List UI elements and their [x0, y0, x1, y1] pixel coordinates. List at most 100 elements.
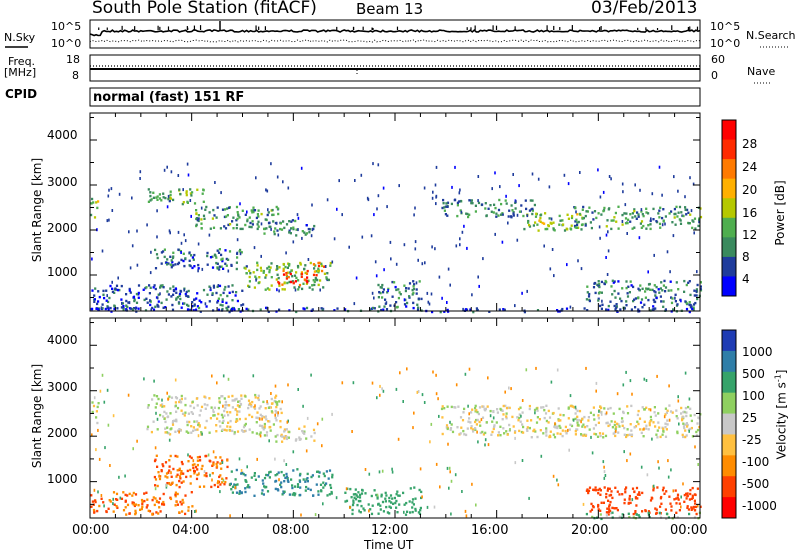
power-cell: [256, 261, 259, 264]
velocity-cell: [505, 406, 509, 410]
velocity-cell: [657, 421, 660, 424]
power-cell: [285, 273, 288, 276]
velocity-cell: [687, 405, 690, 409]
velocity-speckle: [376, 396, 378, 400]
power-cell: [525, 207, 528, 211]
velocity-cell: [603, 486, 606, 489]
velocity-cell: [574, 417, 577, 421]
power-cell: [105, 289, 108, 292]
velocity-cell: [600, 517, 603, 521]
power-speckle: [255, 278, 257, 282]
power-cell: [382, 288, 385, 291]
velocity-cell: [160, 469, 163, 473]
velocity-cell: [389, 494, 393, 497]
velocity-cell: [583, 433, 586, 436]
velocity-cell: [648, 421, 651, 425]
velocity-cell: [481, 416, 485, 419]
power-cell: [206, 263, 209, 266]
power-cell: [199, 310, 202, 313]
power-cell: [212, 284, 215, 287]
power-cell: [314, 276, 317, 280]
velocity-cell: [359, 493, 362, 497]
velocity-cell: [292, 469, 295, 472]
power-speckle: [101, 249, 104, 253]
velocity-cell: [281, 493, 284, 496]
velocity-cell: [268, 476, 271, 479]
velocity-cell: [296, 483, 300, 486]
power-cell: [298, 283, 302, 287]
velocity-cell: [462, 411, 465, 414]
velocity-speckle: [622, 383, 625, 387]
power-cell: [225, 301, 228, 305]
power-cell: [175, 291, 178, 294]
velocity-cell: [139, 508, 142, 511]
velocity-cell: [388, 496, 391, 500]
velocity-speckle: [198, 472, 200, 476]
power-cell: [231, 290, 234, 294]
velocity-cell: [175, 483, 178, 487]
velocity-cell: [248, 402, 252, 405]
velocity-cell: [303, 425, 306, 428]
power-cell: [580, 228, 583, 231]
velocity-cell: [154, 484, 157, 487]
velocity-cell: [561, 434, 564, 438]
velocity-cell: [533, 408, 537, 412]
power-cell: [257, 220, 260, 223]
power-cell: [242, 303, 245, 306]
power-cell: [191, 266, 194, 270]
power-cell: [613, 289, 616, 293]
power-cell: [317, 271, 320, 274]
velocity-cell: [441, 432, 444, 436]
power-cell: [91, 197, 94, 201]
velocity-cell: [596, 435, 600, 438]
power-cell: [148, 292, 151, 295]
velocity-speckle: [112, 502, 114, 506]
power-cell: [284, 265, 287, 269]
power-cell: [216, 299, 220, 303]
power-cell: [289, 280, 293, 284]
power-cell: [204, 208, 207, 211]
power-cell: [269, 225, 272, 229]
velocity-cell: [290, 478, 293, 481]
velocity-speckle: [335, 496, 338, 500]
velocity-cell: [235, 397, 238, 401]
power-cell: [180, 258, 183, 262]
velocity-cell: [244, 429, 247, 433]
velocity-cell: [408, 500, 411, 503]
velocity-cell: [573, 406, 576, 409]
power-cell: [317, 264, 321, 268]
velocity-cell: [699, 505, 702, 508]
velocity-cell: [141, 500, 144, 503]
velocity-cell: [458, 433, 461, 436]
velocity-cell: [475, 418, 478, 422]
power-cell: [505, 202, 508, 205]
velocity-speckle: [668, 418, 671, 422]
velocity-cell: [482, 433, 485, 436]
power-cell: [120, 284, 123, 288]
power-speckle: [458, 191, 461, 195]
velocity-speckle: [268, 471, 270, 475]
velocity-cell: [665, 490, 668, 493]
velocity-cell: [680, 406, 683, 410]
power-speckle: [91, 257, 93, 261]
velocity-cell: [682, 422, 685, 425]
velocity-cell: [610, 490, 613, 493]
power-cell: [674, 223, 677, 226]
velocity-speckle: [514, 461, 517, 465]
velocity-cell: [676, 493, 680, 496]
velocity-cell: [178, 485, 181, 489]
power-speckle: [319, 288, 321, 292]
power-cell: [107, 300, 110, 304]
velocity-cell: [215, 430, 218, 433]
power-cell: [553, 229, 556, 232]
velocity-cell: [653, 411, 656, 414]
velocity-cell: [154, 478, 158, 481]
power-speckle: [605, 233, 608, 237]
power-cell: [148, 284, 151, 287]
power-cell: [688, 280, 691, 283]
power-cell: [305, 279, 308, 283]
velocity-cell: [180, 503, 183, 506]
velocity-speckle: [677, 395, 679, 399]
velocity-cell: [635, 513, 638, 516]
velocity-speckle: [603, 465, 605, 469]
